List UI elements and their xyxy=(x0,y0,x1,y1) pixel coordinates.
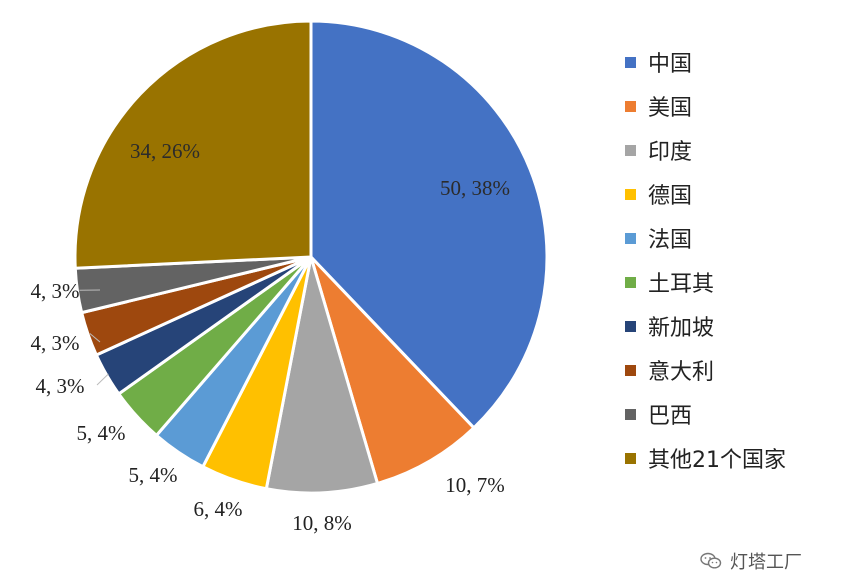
watermark: 灯塔工厂 xyxy=(700,548,802,574)
pie-slice-1 xyxy=(309,19,549,430)
wechat-icon xyxy=(700,552,722,569)
legend-item-6: 土耳其 xyxy=(625,260,786,304)
legend-label: 法国 xyxy=(648,228,693,253)
legend-swatch xyxy=(625,188,636,200)
legend-item-10: 其他21个国家 xyxy=(625,436,786,480)
data-labels: 50, 38% 10, 7% 10, 8% 6, 4% 5, 4%5, 4% 4, 3% 4… xyxy=(31,139,511,535)
legend-swatch xyxy=(625,232,636,244)
data-label-6: 5, 4% xyxy=(77,421,126,445)
leader-lines xyxy=(79,289,109,386)
data-label-3: 10, 8% xyxy=(292,511,352,535)
pie-slice-10 xyxy=(73,19,313,270)
data-label-8: 4, 3% xyxy=(31,331,80,355)
data-label-10: 34, 26% xyxy=(130,139,200,163)
data-label-5: 5, 4% xyxy=(129,463,178,487)
legend-label: 其他21个国家 xyxy=(648,448,786,473)
data-label-9: 4, 3% xyxy=(31,279,80,303)
legend-label: 土耳其 xyxy=(648,272,715,297)
legend-item-9: 巴西 xyxy=(625,392,786,436)
pie-slices xyxy=(73,19,549,495)
legend-label: 美国 xyxy=(648,96,693,121)
legend-item-5: 法国 xyxy=(625,216,786,260)
legend-label: 中国 xyxy=(648,52,693,77)
data-label-4: 6, 4% xyxy=(194,497,243,521)
pie-slice-2 xyxy=(309,255,476,486)
legend-label: 巴西 xyxy=(648,404,693,429)
legend-item-1: 中国 xyxy=(625,40,786,84)
legend-item-8: 意大利 xyxy=(625,348,786,392)
legend-label: 德国 xyxy=(648,184,693,209)
leader-line-7 xyxy=(96,373,109,386)
legend-item-7: 新加坡 xyxy=(625,304,786,348)
legend-swatch xyxy=(625,144,636,156)
legend-item-4: 德国 xyxy=(625,172,786,216)
legend-item-3: 印度 xyxy=(625,128,786,172)
legend-label: 新加坡 xyxy=(648,316,715,341)
legend-item-2: 美国 xyxy=(625,84,786,128)
legend-swatch xyxy=(625,320,636,332)
legend-swatch xyxy=(625,276,636,288)
watermark-text: 灯塔工厂 xyxy=(730,552,802,573)
legend-swatch xyxy=(625,364,636,376)
legend-swatch xyxy=(625,408,636,420)
chart-legend: 中国美国印度德国法国土耳其新加坡意大利巴西其他21个国家 xyxy=(625,40,786,480)
data-label-7: 4, 3% xyxy=(36,374,85,398)
legend-swatch xyxy=(625,56,636,68)
data-label-1: 50, 38% xyxy=(440,176,510,200)
leader-line-8 xyxy=(89,333,101,343)
legend-swatch xyxy=(625,452,636,464)
data-label-2: 10, 7% xyxy=(445,473,505,497)
pie-slice-3 xyxy=(264,256,380,495)
legend-label: 意大利 xyxy=(648,360,715,385)
legend-label: 印度 xyxy=(648,140,693,165)
legend-swatch xyxy=(625,100,636,112)
